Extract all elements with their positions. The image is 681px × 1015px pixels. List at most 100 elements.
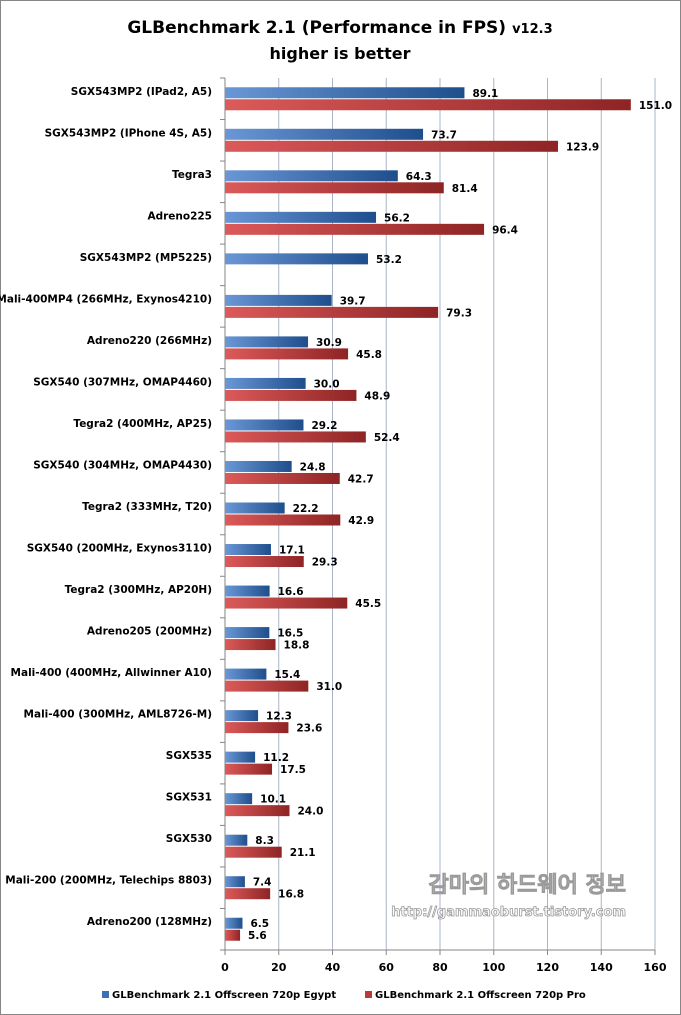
bar-pro [225, 763, 273, 775]
data-label: 23.6 [296, 723, 322, 735]
data-label: 151.0 [639, 100, 672, 112]
bar-pro [225, 597, 348, 609]
data-label: 16.6 [278, 586, 304, 598]
bar-pro [225, 99, 631, 111]
bar-egypt [225, 502, 285, 514]
bar-pro [225, 348, 349, 360]
legend-label: GLBenchmark 2.1 Offscreen 720p Egypt [112, 990, 336, 1001]
x-tick-label: 120 [536, 961, 559, 974]
bar-egypt [225, 834, 248, 846]
bar-pro [225, 140, 558, 152]
bar-egypt [225, 336, 309, 348]
data-label: 16.5 [277, 628, 303, 640]
data-label: 21.1 [290, 847, 316, 859]
bar-egypt [225, 668, 267, 680]
data-label: 24.0 [298, 806, 324, 818]
chart-subtitle: higher is better [270, 44, 411, 63]
category-label: Mali-400 (400MHz, Allwinner A10) [11, 667, 212, 679]
category-label: SGX543MP2 (IPhone 4S, A5) [45, 127, 212, 139]
legend-swatch [365, 991, 372, 998]
watermark: 감마의 하드웨어 정보 http://gammaoburst.tistory.c… [391, 873, 627, 921]
x-tick-label: 60 [379, 961, 395, 974]
category-label: SGX540 (307MHz, OMAP4460) [33, 376, 212, 388]
category-label: SGX535 [166, 750, 212, 762]
bar-egypt [225, 460, 292, 472]
data-label: 30.0 [314, 378, 340, 390]
chart-title: GLBenchmark 2.1 (Performance in FPS) v12.… [127, 18, 552, 38]
bar-egypt [225, 294, 332, 306]
data-label: 42.9 [348, 515, 374, 527]
bar-egypt [225, 253, 368, 265]
bar-egypt [225, 751, 256, 763]
data-label: 52.4 [374, 432, 400, 444]
data-label: 7.4 [253, 877, 272, 889]
data-label: 48.9 [364, 390, 390, 402]
data-label: 123.9 [566, 141, 599, 153]
x-tick-label: 80 [432, 961, 448, 974]
bar-pro [225, 805, 290, 817]
category-label: SGX543MP2 (IPad2, A5) [71, 86, 212, 98]
bar-pro [225, 556, 304, 568]
bar-pro [225, 722, 289, 734]
data-label: 79.3 [446, 307, 472, 319]
data-label: 6.5 [250, 918, 269, 930]
chart-title-main: GLBenchmark 2.1 (Performance in FPS) [127, 18, 506, 38]
data-label: 45.8 [356, 349, 382, 361]
legend: GLBenchmark 2.1 Offscreen 720p Egypt GLBe… [102, 990, 586, 1001]
bar-egypt [225, 627, 270, 639]
bar-pro [225, 639, 276, 651]
bar-egypt [225, 793, 253, 805]
category-label: SGX531 [166, 792, 212, 804]
watermark-url: http://gammaoburst.tistory.com [391, 905, 626, 920]
data-label: 39.7 [340, 295, 366, 307]
bar-pro [225, 929, 241, 941]
x-tick-label: 160 [644, 961, 667, 974]
category-label: Tegra2 (400MHz, AP25) [73, 418, 212, 430]
data-label: 17.1 [279, 545, 305, 557]
x-tick-label: 100 [482, 961, 505, 974]
bar-egypt [225, 917, 243, 929]
data-label: 31.0 [316, 681, 342, 693]
category-label: Adreno200 (128MHz) [87, 916, 212, 928]
bar-pro [225, 389, 357, 401]
category-label: Tegra2 (333MHz, T20) [82, 501, 212, 513]
bar-pro [225, 223, 485, 235]
data-label: 53.2 [376, 254, 402, 266]
category-label: Mali-200 (200MHz, Telechips 8803) [5, 875, 212, 887]
bar-pro [225, 431, 366, 443]
bar-egypt [225, 170, 398, 182]
category-label: Tegra3 [172, 169, 212, 181]
data-label: 96.4 [492, 224, 518, 236]
category-label: Mali-400 (300MHz, AML8726-M) [24, 709, 212, 721]
bar-egypt [225, 377, 306, 389]
data-label: 12.3 [266, 711, 292, 723]
bar-pro [225, 846, 282, 858]
bar-pro [225, 514, 341, 526]
bar-egypt [225, 211, 377, 223]
bar-egypt [225, 419, 304, 431]
data-label: 8.3 [255, 835, 274, 847]
x-tick-label: 140 [590, 961, 613, 974]
data-label: 29.2 [311, 420, 337, 432]
category-label: SGX530 [166, 833, 212, 845]
legend-swatch [102, 991, 109, 998]
category-label: Tegra2 (300MHz, AP20H) [65, 584, 212, 596]
bar-egypt [225, 544, 271, 556]
category-label: Adreno225 [147, 210, 212, 222]
data-label: 5.6 [248, 930, 267, 942]
x-tick-label: 0 [221, 961, 229, 974]
bar-egypt [225, 585, 270, 597]
category-label: SGX540 (304MHz, OMAP4430) [33, 459, 212, 471]
bar-pro [225, 182, 444, 194]
category-label: SGX543MP2 (MP5225) [80, 252, 212, 264]
bar-pro [225, 680, 309, 692]
bar-pro [225, 888, 271, 900]
category-label: Adreno220 (266MHz) [87, 335, 212, 347]
bar-egypt [225, 87, 465, 99]
data-label: 10.1 [260, 794, 286, 806]
data-label: 15.4 [274, 669, 300, 681]
bar-egypt [225, 876, 245, 888]
data-label: 45.5 [355, 598, 381, 610]
data-label: 18.8 [284, 640, 310, 652]
